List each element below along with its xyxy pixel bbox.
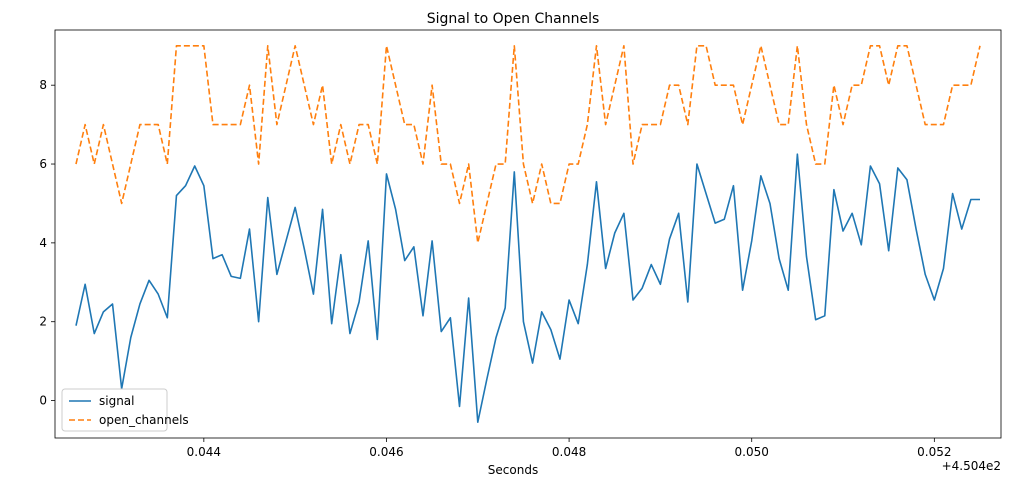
x-tick-label: 0.048: [552, 445, 586, 459]
x-tick-label: 0.052: [917, 445, 951, 459]
y-tick-label: 4: [39, 236, 47, 250]
x-tick-label: 0.050: [735, 445, 769, 459]
y-tick-label: 0: [39, 394, 47, 408]
legend: signal open_channels: [61, 388, 189, 432]
legend-signal-label: signal: [99, 394, 135, 408]
x-axis-label: Seconds: [488, 463, 538, 477]
plot-series-group: [75, 44, 981, 424]
y-tick-label: 2: [39, 315, 47, 329]
x-axis-offset-label: +4.504e2: [942, 459, 1001, 473]
series-line-open-channels: [75, 44, 981, 244]
y-axis: 0 2 4 6 8: [39, 78, 55, 408]
series-line-signal: [75, 153, 980, 424]
y-tick-label: 8: [39, 78, 47, 92]
y-tick-label: 6: [39, 157, 47, 171]
chart-title: Signal to Open Channels: [427, 11, 600, 27]
x-tick-label: 0.046: [369, 445, 403, 459]
x-tick-label: 0.044: [187, 445, 221, 459]
plot-frame: [54, 29, 1002, 439]
legend-open-channels-label: open_channels: [99, 413, 189, 427]
x-axis: 0.044 0.046 0.048 0.050 0.052: [187, 438, 952, 459]
